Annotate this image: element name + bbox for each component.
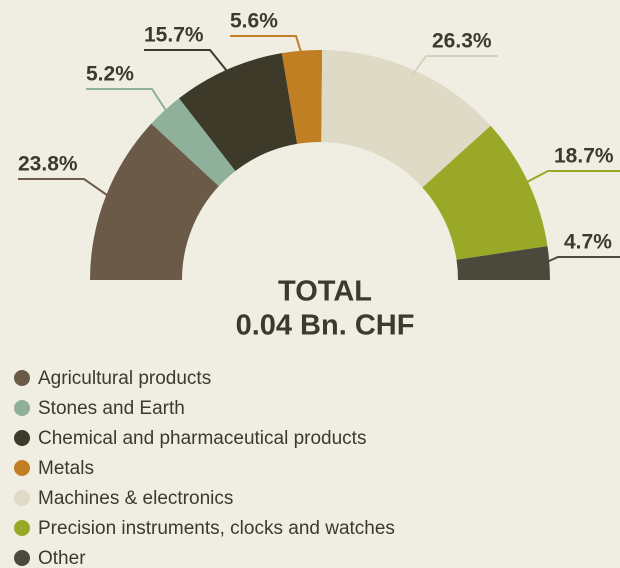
slice: [90, 123, 219, 281]
leader-line: [86, 88, 170, 116]
legend-swatch: [14, 400, 30, 416]
legend-swatch: [14, 490, 30, 506]
leader-line: [230, 35, 304, 57]
value-label: 5.2%: [86, 63, 134, 86]
legend-label: Chemical and pharmaceutical products: [38, 428, 366, 449]
value-label: 18.7%: [554, 145, 614, 168]
total-label: TOTAL: [278, 276, 372, 308]
slice: [321, 50, 491, 188]
legend-swatch: [14, 520, 30, 536]
slice: [179, 53, 298, 171]
value-label: 23.8%: [18, 153, 78, 176]
legend-swatch: [14, 370, 30, 386]
leader-line: [411, 55, 498, 77]
legend-swatch: [14, 430, 30, 446]
legend-swatch: [14, 550, 30, 566]
slice: [151, 98, 236, 187]
value-label: 4.7%: [564, 231, 612, 254]
leader-line: [18, 178, 113, 200]
total-value: 0.04 Bn. CHF: [236, 310, 415, 342]
legend-label: Agricultural products: [38, 368, 211, 389]
value-label: 26.3%: [432, 30, 492, 53]
legend-label: Other: [38, 548, 86, 568]
leader-line: [144, 49, 231, 76]
value-label: 15.7%: [144, 24, 204, 47]
slice: [456, 246, 550, 280]
legend-swatch: [14, 460, 30, 476]
leader-line: [542, 256, 620, 265]
legend-label: Stones and Earth: [38, 398, 185, 419]
leader-line: [522, 170, 620, 186]
slice: [281, 50, 323, 144]
legend-label: Precision instruments, clocks and watche…: [38, 518, 395, 539]
legend-label: Machines & electronics: [38, 488, 233, 509]
slice: [422, 125, 548, 260]
legend-label: Metals: [38, 458, 94, 479]
value-label: 5.6%: [230, 10, 278, 33]
